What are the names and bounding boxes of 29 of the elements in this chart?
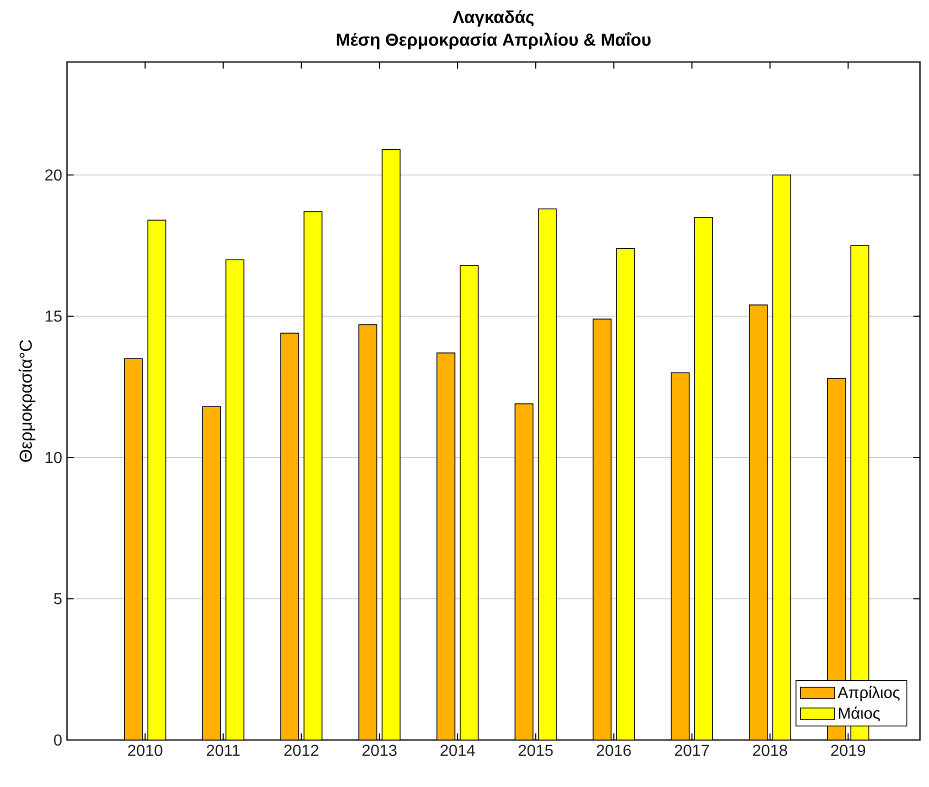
bar <box>670 372 690 740</box>
x-tick-label: 2018 <box>753 744 788 756</box>
bar <box>592 318 612 740</box>
bar <box>358 324 378 740</box>
chart-subtitle: Μέση Θερμοκρασία Απριλίου & Μαΐου <box>336 32 651 50</box>
y-tick-label: 15 <box>46 310 62 322</box>
bar <box>514 403 534 740</box>
bar <box>436 352 456 740</box>
x-tick-label: 2013 <box>362 744 397 756</box>
x-tick-label: 2015 <box>518 744 553 756</box>
x-tick-label: 2012 <box>284 744 318 756</box>
bar <box>748 304 768 740</box>
chart-title: Λαγκαδάς <box>452 10 534 27</box>
bar <box>124 358 143 740</box>
x-tick-label: 2010 <box>128 744 162 756</box>
legend-label: Απρίλιος <box>838 686 900 702</box>
x-tick-label: 2019 <box>831 744 866 756</box>
y-tick-label: 5 <box>54 593 62 604</box>
x-tick-label: 2014 <box>440 744 475 756</box>
x-tick-label: 2016 <box>596 744 631 756</box>
bar <box>280 332 300 740</box>
x-tick-label: 2017 <box>674 744 709 756</box>
y-tick-label: 0 <box>54 734 62 746</box>
x-tick-label: 2011 <box>206 744 240 756</box>
legend-label: Μάιος <box>838 706 880 722</box>
y-tick-label: 10 <box>46 452 62 464</box>
y-axis-title: Θερμοκρασία°C <box>18 340 36 462</box>
y-tick-label: 20 <box>45 169 62 181</box>
bar <box>202 406 221 740</box>
